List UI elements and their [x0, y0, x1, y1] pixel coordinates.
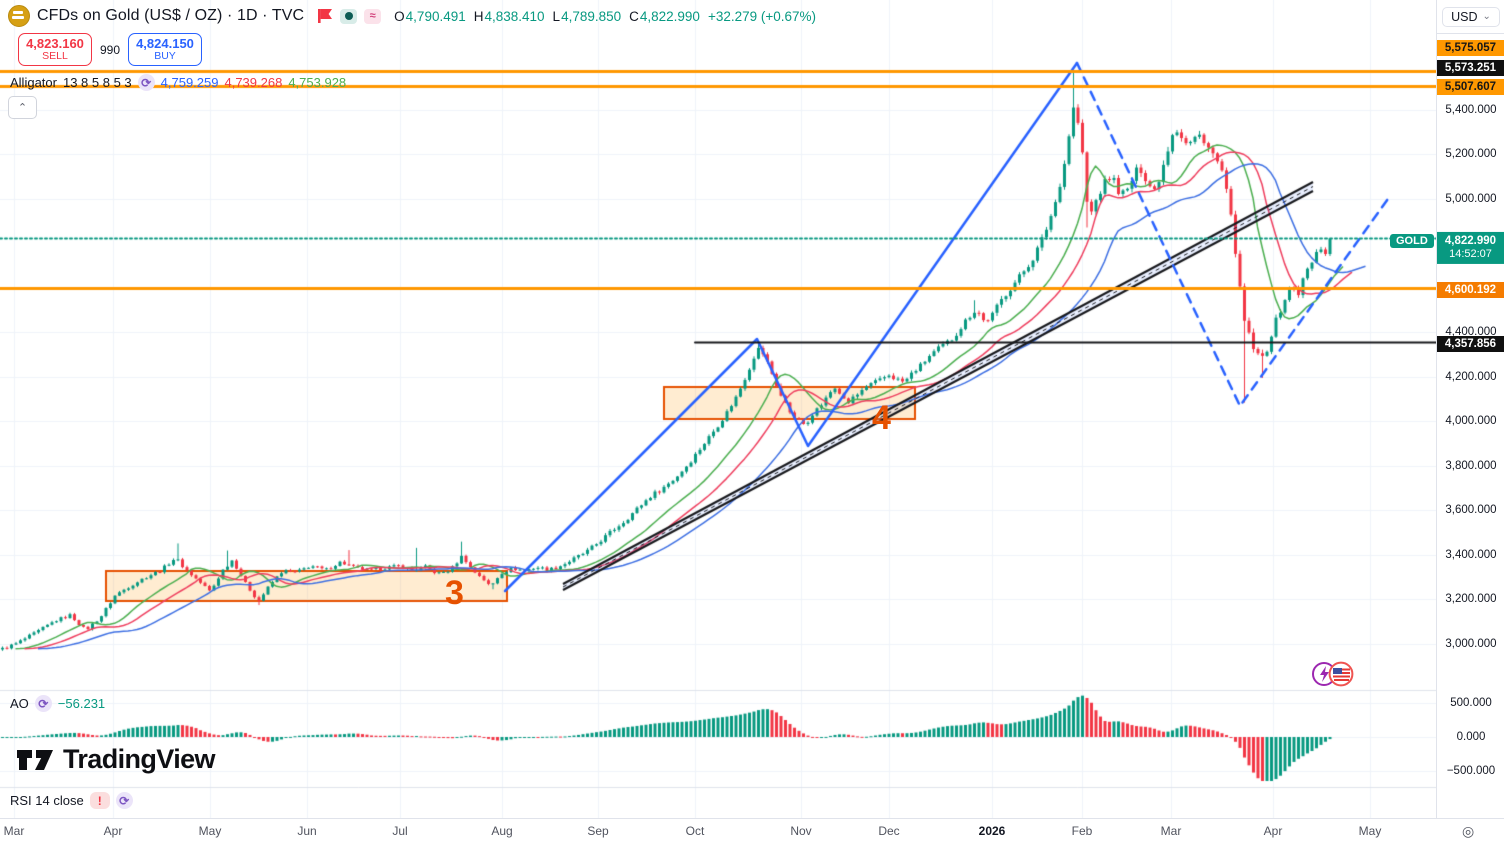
rsi-name[interactable]: RSI 14 close: [10, 793, 84, 808]
zone-label-4: 4: [872, 399, 891, 437]
bar-countdown: 14:52:07: [1449, 248, 1492, 261]
price-line-label: 5,575.057: [1437, 40, 1504, 56]
flag-icon[interactable]: [317, 8, 333, 24]
currency-label: USD: [1451, 9, 1478, 24]
sell-price: 4,823.160: [26, 36, 84, 52]
time-tick-label: Aug: [491, 824, 513, 838]
scroll-to-realtime-icon[interactable]: ◎: [1462, 823, 1475, 839]
low-value: 4,789.850: [561, 8, 622, 24]
main-chart-canvas[interactable]: [0, 0, 1436, 818]
tradingview-logo-text: TradingView: [63, 744, 216, 774]
price-tick-label: 4,200.000: [1445, 370, 1497, 383]
close-label: C: [629, 8, 639, 24]
close-value: 4,822.990: [639, 8, 700, 24]
current-price-pill: 4,822.990 14:52:07: [1437, 231, 1504, 265]
time-tick-label: Mar: [1160, 824, 1182, 838]
chevron-down-icon: ⌄: [1482, 11, 1491, 22]
time-tick-label: Feb: [1071, 824, 1093, 838]
event-flag-icons[interactable]: [1311, 660, 1355, 688]
price-line-label: 4,600.192: [1437, 282, 1504, 298]
time-tick-label: Sep: [587, 824, 609, 838]
time-tick-label: 2026: [978, 824, 1006, 838]
ao-name[interactable]: AO: [10, 696, 29, 711]
ao-legend: AO ⟳ −56.231: [10, 695, 105, 712]
tradingview-logo-icon: [17, 749, 53, 770]
time-tick-label: May: [198, 824, 222, 838]
rsi-warning-icon[interactable]: !: [89, 792, 110, 809]
time-tick-label: Dec: [878, 824, 900, 838]
sell-button[interactable]: 4,823.160 SELL: [18, 33, 92, 66]
high-value: 4,838.410: [484, 8, 545, 24]
buy-label: BUY: [154, 49, 176, 62]
price-tick-label: 3,000.000: [1445, 637, 1497, 650]
low-label: L: [552, 8, 561, 24]
symbol-title[interactable]: CFDs on Gold (US$ / OZ) · 1D · TVC: [37, 7, 305, 24]
alligator-teeth-value: 4,739.268: [224, 75, 283, 90]
alligator-legend: Alligator 13 8 5 8 5 3 ⟳ 4,759.259 4,739…: [10, 74, 346, 91]
spread-value: 990: [99, 42, 121, 57]
rsi-loading-icon: ⟳: [115, 792, 133, 809]
us-flag-icon: [1328, 661, 1354, 687]
price-tick-label: 5,000.000: [1445, 192, 1497, 205]
ohlc-readout: O4,790.491 H4,838.410 L4,789.850 C4,822.…: [394, 9, 816, 24]
price-tick-label: 3,800.000: [1445, 459, 1497, 472]
open-label: O: [394, 8, 405, 24]
ao-tick-label: 500.000: [1450, 697, 1492, 709]
alligator-jaw-value: 4,759.259: [160, 75, 219, 90]
ao-loading-icon: ⟳: [34, 695, 52, 712]
price-line-label: 4,357.856: [1437, 336, 1504, 352]
price-tick-label: 3,600.000: [1445, 504, 1497, 517]
current-price-value: 4,822.990: [1444, 234, 1497, 247]
delayed-data-icon: ≈: [364, 8, 382, 24]
alligator-params: 13 8 5 8 5 3: [62, 75, 132, 90]
price-axis[interactable]: USD ⌄ 4,822.990 14:52:07 5,400.000 5,200.…: [1436, 0, 1504, 818]
time-tick-label: Jun: [297, 824, 317, 838]
time-tick-label: May: [1358, 824, 1382, 838]
price-line-label: 5,573.251: [1437, 60, 1504, 76]
time-tick-label: Apr: [1263, 824, 1283, 838]
price-tick-label: 3,200.000: [1445, 593, 1497, 606]
alligator-loading-icon: ⟳: [137, 74, 155, 91]
trade-panel: 4,823.160 SELL 990 4,824.150 BUY: [18, 33, 202, 66]
time-tick-label: Apr: [103, 824, 123, 838]
price-tick-label: 3,400.000: [1445, 548, 1497, 561]
time-tick-label: Jul: [392, 824, 408, 838]
sell-label: SELL: [42, 49, 68, 62]
time-axis[interactable]: ◎ Mar Apr May Jun Jul Aug Sep Oct Nov Dec 2026 Feb M…: [0, 818, 1504, 843]
ao-value: −56.231: [57, 696, 106, 711]
current-price-symbol-tag: GOLD: [1390, 234, 1434, 248]
tradingview-watermark: TradingView: [16, 744, 216, 775]
open-value: 4,790.491: [405, 8, 466, 24]
ao-tick-label: −500.000: [1446, 765, 1496, 777]
gold-symbol-icon: [8, 5, 30, 27]
time-tick-label: Mar: [3, 824, 25, 838]
time-tick-label: Nov: [790, 824, 812, 838]
collapse-pane-button[interactable]: ⌃: [8, 96, 37, 119]
time-tick-label: Oct: [685, 824, 705, 838]
change-value: +32.279 (+0.67%): [707, 8, 817, 24]
alligator-lips-value: 4,753.928: [288, 75, 347, 90]
currency-selector[interactable]: USD ⌄: [1442, 6, 1500, 27]
price-tick-label: 5,200.000: [1445, 148, 1497, 161]
buy-button[interactable]: 4,824.150 BUY: [128, 33, 202, 66]
symbol-header: CFDs on Gold (US$ / OZ) · 1D · TVC ≈ O4,…: [8, 4, 816, 28]
alligator-name[interactable]: Alligator: [10, 75, 57, 90]
price-tick-label: 4,000.000: [1445, 415, 1497, 428]
zone-label-3: 3: [445, 574, 464, 612]
price-tick-label: 4,400.000: [1445, 326, 1497, 339]
price-line-label: 5,507.607: [1437, 79, 1504, 95]
ao-tick-label: 0.000: [1456, 731, 1486, 743]
price-tick-label: 5,400.000: [1445, 104, 1497, 116]
buy-price: 4,824.150: [136, 36, 194, 52]
market-status-icon: [340, 8, 358, 24]
currency-row: USD ⌄: [1437, 0, 1504, 34]
high-label: H: [473, 8, 484, 24]
rsi-legend: RSI 14 close ! ⟳: [10, 792, 133, 809]
